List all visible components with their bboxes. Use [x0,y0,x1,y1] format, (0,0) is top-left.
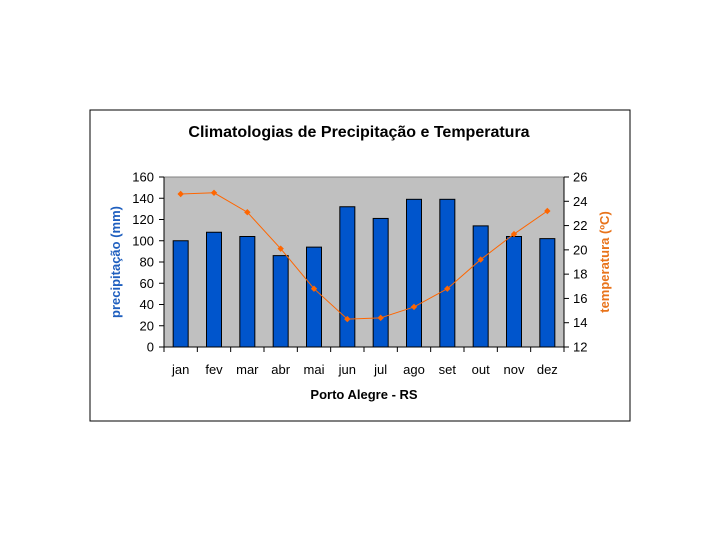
x-tick-label: dez [537,362,558,377]
x-tick-label: out [472,362,490,377]
temperature-point-jan [177,190,184,198]
bar-jun [339,206,356,348]
y-left-tick-label: 0 [147,340,154,355]
y-right-tick-label: 16 [573,291,587,306]
y-left-tick-label: 120 [132,212,154,227]
y-right-tick-label: 24 [573,194,587,209]
temperature-point-nov [510,230,518,238]
y-right-tick-label: 20 [573,242,587,257]
y-left-tick-label: 160 [132,170,154,185]
x-axis-title: Porto Alegre - RS [310,387,417,402]
x-tick-label: fev [205,362,223,377]
bar-jul [372,217,389,348]
y-left-tick-label: 100 [132,233,154,248]
temperature-point-dez [544,207,551,215]
bar-out [472,225,489,348]
temperature-point-fev [210,189,218,196]
temperature-line [180,192,548,320]
temperature-point-jun [344,315,351,323]
temperature-point-mai [310,285,318,292]
x-tick-label: ago [403,362,425,377]
y-right-tick-label: 26 [573,170,587,185]
y-left-tick-label: 20 [140,318,154,333]
y-axis-right-title: temperatura (ºC) [597,211,612,313]
x-tick-label: nov [504,362,525,377]
bar-fev [206,231,222,348]
y-left-tick-label: 60 [140,276,154,291]
x-tick-label: jun [338,362,356,377]
bar-set [439,198,456,348]
y-right-tick-label: 14 [573,315,587,330]
y-right-tick-label: 12 [573,340,587,355]
bar-abr [272,255,289,348]
temperature-point-ago [410,303,418,311]
x-tick-label: jul [373,362,387,377]
y-axis-left-title: precipitação (mm) [108,206,123,318]
x-tick-label: mar [236,362,259,377]
x-tick-label: mai [304,362,325,377]
temperature-point-abr [277,245,284,252]
bar-nov [506,236,522,348]
bar-mai [306,246,322,348]
bar-mar [239,236,256,348]
y-left-tick-label: 140 [132,191,154,206]
plot-area [164,177,564,347]
y-left-tick-label: 80 [140,255,154,270]
bar-ago [406,198,422,348]
x-tick-label: set [439,362,457,377]
temperature-point-jul [377,314,384,322]
chart-title: Climatologias de Precipitação e Temperat… [188,124,529,141]
y-left-tick-label: 40 [140,297,154,312]
x-tick-label: jan [171,362,189,377]
y-right-tick-label: 18 [573,267,587,282]
bar-dez [539,238,556,348]
x-tick-label: abr [271,362,290,377]
y-right-tick-label: 22 [573,218,587,233]
bar-jan [172,240,189,348]
temperature-point-mar [244,209,251,216]
temperature-point-out [477,256,484,263]
temperature-point-set [444,285,451,292]
